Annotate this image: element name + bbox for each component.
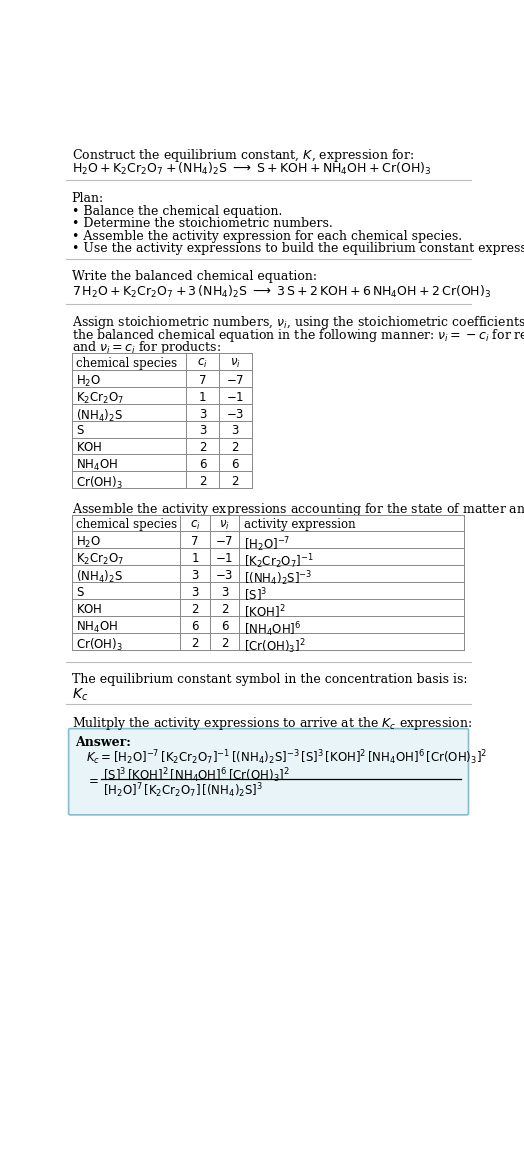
Text: 2: 2 <box>232 442 239 455</box>
Text: $\nu_i$: $\nu_i$ <box>230 357 241 370</box>
Text: $K_c$: $K_c$ <box>72 687 88 704</box>
Text: 7: 7 <box>199 373 206 386</box>
Text: $\mathrm{NH_4OH}$: $\mathrm{NH_4OH}$ <box>77 458 118 473</box>
Text: 3: 3 <box>232 424 239 437</box>
Text: 1: 1 <box>191 552 199 565</box>
Text: Write the balanced chemical equation:: Write the balanced chemical equation: <box>72 270 316 283</box>
Text: 2: 2 <box>191 637 199 650</box>
Text: 2: 2 <box>199 476 206 488</box>
Text: $\mathrm{H_2O + K_2Cr_2O_7 + (NH_4)_2S \;\longrightarrow\; S + KOH + NH_4OH + Cr: $\mathrm{H_2O + K_2Cr_2O_7 + (NH_4)_2S \… <box>72 162 431 177</box>
Text: $=$: $=$ <box>85 773 99 786</box>
Text: $\mathrm{(NH_4)_2S}$: $\mathrm{(NH_4)_2S}$ <box>77 569 123 585</box>
Text: 2: 2 <box>232 476 239 488</box>
Text: $[\mathrm{S}]^3\,[\mathrm{KOH}]^2\,[\mathrm{NH_4OH}]^6\,[\mathrm{Cr(OH)_3}]^2$: $[\mathrm{S}]^3\,[\mathrm{KOH}]^2\,[\mat… <box>103 766 289 785</box>
Text: 6: 6 <box>232 458 239 471</box>
Text: $\mathrm{H_2O}$: $\mathrm{H_2O}$ <box>77 535 102 550</box>
Text: Plan:: Plan: <box>72 192 104 205</box>
Text: $[\mathrm{S}]^3$: $[\mathrm{S}]^3$ <box>244 586 267 604</box>
Text: • Balance the chemical equation.: • Balance the chemical equation. <box>72 205 282 217</box>
Text: $\nu_i$: $\nu_i$ <box>219 519 230 531</box>
Text: $-1$: $-1$ <box>215 552 234 565</box>
Text: $\mathrm{K_2Cr_2O_7}$: $\mathrm{K_2Cr_2O_7}$ <box>77 552 124 568</box>
Text: 3: 3 <box>191 586 199 599</box>
Text: Answer:: Answer: <box>75 736 130 749</box>
Text: $K_c = [\mathrm{H_2O}]^{-7}\,[\mathrm{K_2Cr_2O_7}]^{-1}\,[(\mathrm{NH_4})_2\math: $K_c = [\mathrm{H_2O}]^{-7}\,[\mathrm{K_… <box>85 749 487 768</box>
Text: $[\mathrm{Cr(OH)_3}]^2$: $[\mathrm{Cr(OH)_3}]^2$ <box>244 637 305 656</box>
Text: the balanced chemical equation in the following manner: $\nu_i = -c_i$ for react: the balanced chemical equation in the fo… <box>72 327 524 344</box>
Text: 2: 2 <box>221 604 228 616</box>
Text: chemical species: chemical species <box>77 519 178 531</box>
Text: • Assemble the activity expression for each chemical species.: • Assemble the activity expression for e… <box>72 229 462 243</box>
Text: $[\mathrm{NH_4OH}]^6$: $[\mathrm{NH_4OH}]^6$ <box>244 620 301 638</box>
Text: $\mathrm{Cr(OH)_3}$: $\mathrm{Cr(OH)_3}$ <box>77 637 123 654</box>
Text: Construct the equilibrium constant, $K$, expression for:: Construct the equilibrium constant, $K$,… <box>72 148 414 164</box>
Text: • Determine the stoichiometric numbers.: • Determine the stoichiometric numbers. <box>72 217 332 230</box>
Text: Assemble the activity expressions accounting for the state of matter and $\nu_i$: Assemble the activity expressions accoun… <box>72 501 524 518</box>
Text: $[\mathrm{K_2Cr_2O_7}]^{-1}$: $[\mathrm{K_2Cr_2O_7}]^{-1}$ <box>244 552 313 571</box>
Text: $\mathrm{NH_4OH}$: $\mathrm{NH_4OH}$ <box>77 620 118 635</box>
Text: 3: 3 <box>221 586 228 599</box>
Text: $\mathrm{KOH}$: $\mathrm{KOH}$ <box>77 442 103 455</box>
Text: 7: 7 <box>191 535 199 548</box>
Text: 3: 3 <box>191 569 199 583</box>
FancyBboxPatch shape <box>69 728 468 815</box>
Text: $-7$: $-7$ <box>215 535 234 548</box>
Text: Assign stoichiometric numbers, $\nu_i$, using the stoichiometric coefficients, $: Assign stoichiometric numbers, $\nu_i$, … <box>72 314 524 331</box>
Text: 3: 3 <box>199 424 206 437</box>
Text: $-3$: $-3$ <box>226 407 244 421</box>
Text: 6: 6 <box>191 620 199 633</box>
Text: $\mathrm{S}$: $\mathrm{S}$ <box>77 424 85 437</box>
Text: chemical species: chemical species <box>77 357 178 370</box>
Text: $c_i$: $c_i$ <box>198 357 208 370</box>
Text: 2: 2 <box>199 442 206 455</box>
Text: $[(\mathrm{NH_4})_2\mathrm{S}]^{-3}$: $[(\mathrm{NH_4})_2\mathrm{S}]^{-3}$ <box>244 569 312 588</box>
Text: activity expression: activity expression <box>244 519 355 531</box>
Text: $[\mathrm{H_2O}]^{-7}$: $[\mathrm{H_2O}]^{-7}$ <box>244 535 290 554</box>
Text: 2: 2 <box>221 637 228 650</box>
Text: 2: 2 <box>191 604 199 616</box>
Text: $\mathrm{7\,H_2O + K_2Cr_2O_7 + 3\,(NH_4)_2S \;\longrightarrow\; 3\,S + 2\,KOH +: $\mathrm{7\,H_2O + K_2Cr_2O_7 + 3\,(NH_4… <box>72 284 491 300</box>
Text: $-3$: $-3$ <box>215 569 234 583</box>
Text: $c_i$: $c_i$ <box>190 519 200 531</box>
Text: $-7$: $-7$ <box>226 373 244 386</box>
Text: Mulitply the activity expressions to arrive at the $K_c$ expression:: Mulitply the activity expressions to arr… <box>72 715 472 732</box>
Text: $\mathrm{H_2O}$: $\mathrm{H_2O}$ <box>77 373 102 388</box>
Text: $-1$: $-1$ <box>226 391 244 404</box>
Text: $\mathrm{(NH_4)_2S}$: $\mathrm{(NH_4)_2S}$ <box>77 407 123 423</box>
Text: $\mathrm{S}$: $\mathrm{S}$ <box>77 586 85 599</box>
Text: 6: 6 <box>199 458 206 471</box>
Text: 3: 3 <box>199 407 206 421</box>
Text: $\mathrm{Cr(OH)_3}$: $\mathrm{Cr(OH)_3}$ <box>77 476 123 492</box>
Text: $[\mathrm{H_2O}]^7\,[\mathrm{K_2Cr_2O_7}]\,[(\mathrm{NH_4})_2\mathrm{S}]^3$: $[\mathrm{H_2O}]^7\,[\mathrm{K_2Cr_2O_7}… <box>103 782 263 800</box>
Text: 1: 1 <box>199 391 206 404</box>
Text: $\mathrm{K_2Cr_2O_7}$: $\mathrm{K_2Cr_2O_7}$ <box>77 391 124 406</box>
Text: $\mathrm{KOH}$: $\mathrm{KOH}$ <box>77 604 103 616</box>
Text: The equilibrium constant symbol in the concentration basis is:: The equilibrium constant symbol in the c… <box>72 673 467 686</box>
Text: $[\mathrm{KOH}]^2$: $[\mathrm{KOH}]^2$ <box>244 604 285 621</box>
Text: and $\nu_i = c_i$ for products:: and $\nu_i = c_i$ for products: <box>72 338 221 356</box>
Text: 6: 6 <box>221 620 228 633</box>
Text: • Use the activity expressions to build the equilibrium constant expression.: • Use the activity expressions to build … <box>72 242 524 255</box>
